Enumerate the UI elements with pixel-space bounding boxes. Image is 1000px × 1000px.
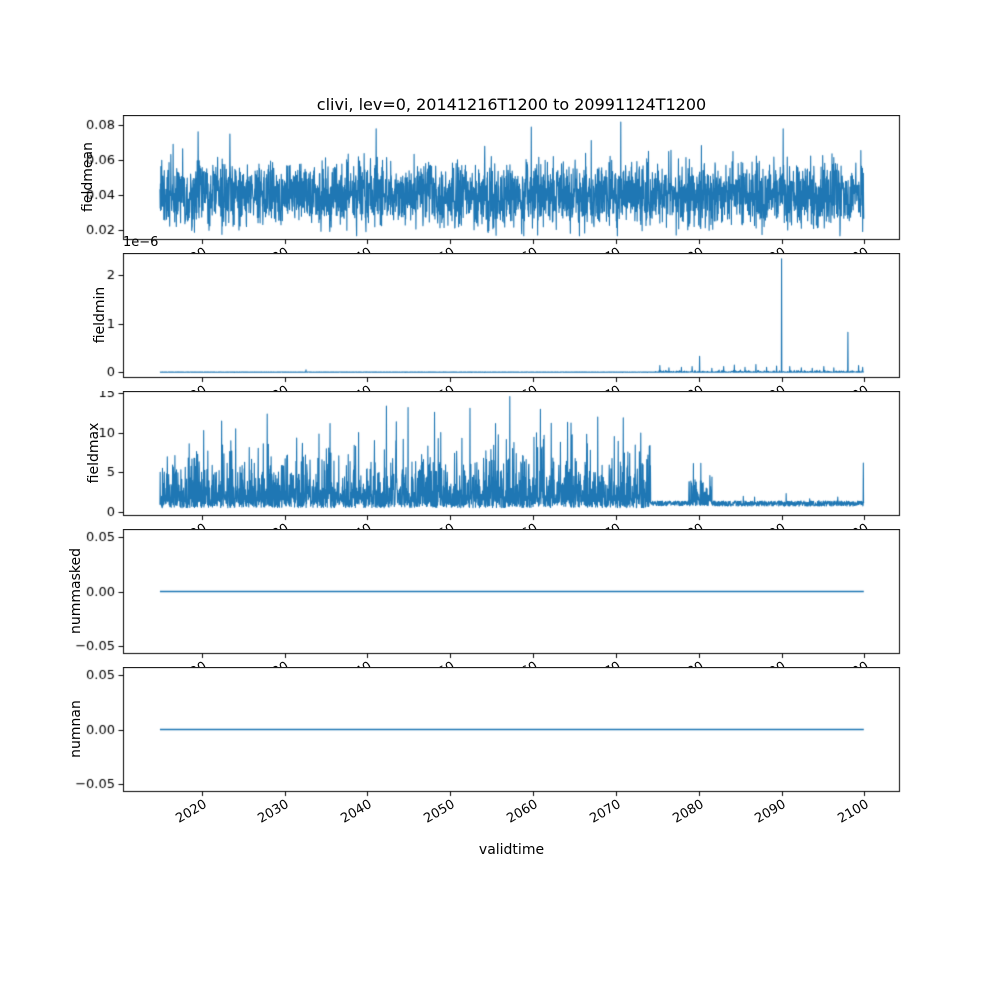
subplot-numnan bbox=[0, 667, 1000, 798]
x-tick-label: 2020 bbox=[173, 797, 210, 827]
x-tick-label: 2080 bbox=[670, 797, 707, 827]
ylabel-fieldmax: fieldmax bbox=[86, 422, 102, 484]
ylabel-fieldmin: fieldmin bbox=[92, 286, 108, 344]
subplot-nummasked bbox=[0, 529, 1000, 660]
x-tick-label: 2060 bbox=[504, 797, 541, 827]
subplot-fieldmean bbox=[0, 115, 1000, 246]
x-tick-label: 2090 bbox=[752, 797, 790, 827]
chart-title: clivi, lev=0, 20141216T1200 to 20991124T… bbox=[316, 95, 707, 114]
ylabel-nummasked: nummasked bbox=[68, 547, 84, 635]
x-tick-label: 2100 bbox=[835, 797, 872, 827]
x-tick-label: 2030 bbox=[255, 797, 293, 827]
x-tick-label: 2050 bbox=[421, 797, 458, 827]
x-tick-label: 2070 bbox=[587, 797, 624, 827]
x-axis-ticks-row: 2020 2030 2040 2050 2060 2070 2080 2090 2100 bbox=[0, 797, 1000, 837]
x-tick-label: 2040 bbox=[338, 797, 375, 827]
ylabel-fieldmean: fieldmean bbox=[80, 142, 96, 212]
fieldmin-plot-canvas bbox=[0, 253, 1000, 384]
fieldmax-plot-canvas bbox=[0, 391, 1000, 522]
fieldmean-plot-canvas bbox=[0, 115, 1000, 246]
x-axis-label: validtime bbox=[478, 842, 545, 858]
ylabel-numnan: numnan bbox=[68, 700, 84, 758]
subplot-fieldmin bbox=[0, 253, 1000, 384]
subplot-fieldmax bbox=[0, 391, 1000, 522]
nummasked-plot-canvas bbox=[0, 529, 1000, 660]
numnan-plot-canvas bbox=[0, 667, 1000, 798]
y-axis-offset-text: 1e−6 bbox=[123, 235, 159, 250]
